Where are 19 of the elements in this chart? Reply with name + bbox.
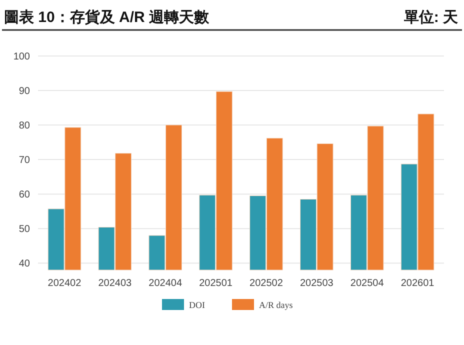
y-tick-label: 80 [18,120,30,132]
x-tick-label: 202404 [148,278,182,289]
x-tick-label: 202402 [48,278,82,289]
x-tick-label: 202502 [250,278,284,289]
x-tick-label: 202403 [98,278,132,289]
chart-title: 圖表 10：存貨及 A/R 週轉天數 [4,9,210,26]
y-tick-label: 40 [18,258,30,270]
legend-label: A/R days [259,300,294,310]
text: 單位: 天 [402,9,459,26]
y-tick-label: 60 [18,190,30,201]
x-tick-label: 202504 [350,278,384,289]
y-tick-label: 90 [18,86,30,98]
y-tick-label: 50 [18,224,30,236]
x-tick-label: 202501 [199,278,233,289]
y-tick-label: 70 [18,155,30,166]
x-tick-label: 202503 [300,278,334,289]
legend-label: DOI [189,300,205,310]
x-tick-label: 202601 [400,278,435,289]
y-tick-label: 100 [13,52,30,62]
